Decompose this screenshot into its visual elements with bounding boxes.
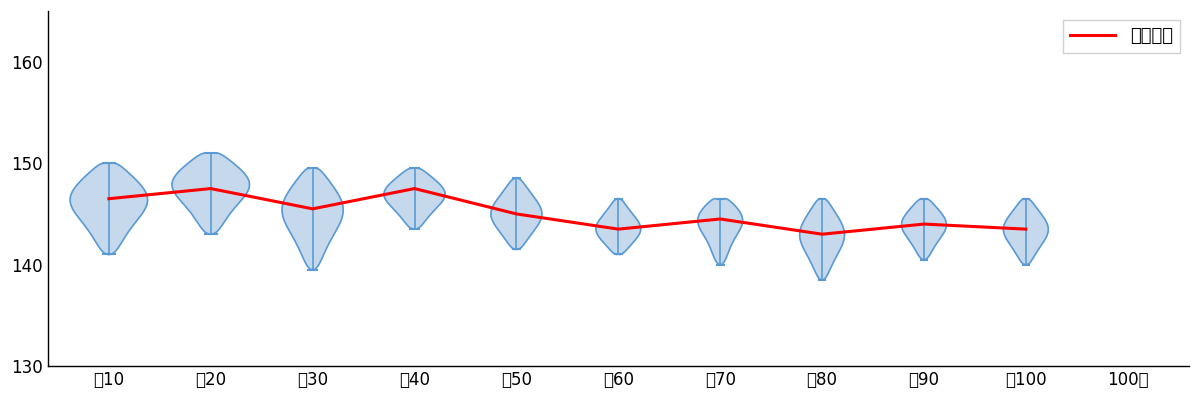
Polygon shape <box>282 168 343 270</box>
Polygon shape <box>172 153 250 234</box>
Polygon shape <box>596 199 641 254</box>
球速平均 <box>407 186 421 191</box>
Polygon shape <box>697 199 743 265</box>
Polygon shape <box>799 199 845 280</box>
Polygon shape <box>491 178 542 250</box>
Polygon shape <box>70 163 148 254</box>
球速平均 <box>917 222 931 226</box>
Polygon shape <box>901 199 947 260</box>
球速平均 <box>509 212 523 216</box>
球速平均 <box>204 186 218 191</box>
球速平均 <box>306 206 320 211</box>
Polygon shape <box>1003 199 1049 265</box>
Legend: 球速平均: 球速平均 <box>1063 20 1180 52</box>
Line: 球速平均: 球速平均 <box>109 188 1026 234</box>
球速平均 <box>815 232 829 237</box>
球速平均 <box>1019 227 1033 232</box>
球速平均 <box>713 216 727 221</box>
球速平均 <box>611 227 625 232</box>
球速平均 <box>102 196 116 201</box>
Polygon shape <box>384 168 445 229</box>
